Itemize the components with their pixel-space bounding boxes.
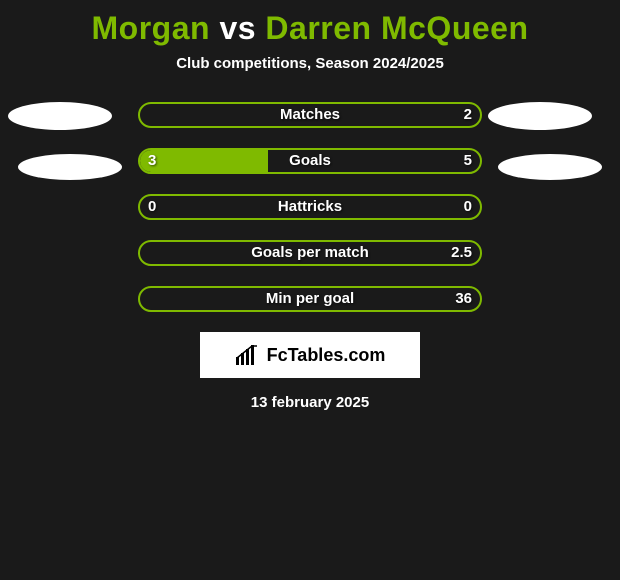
stat-value-right: 2 (464, 102, 472, 128)
player1-name: Morgan (92, 10, 211, 46)
bar-track (138, 240, 482, 266)
stat-row-goals: 3 Goals 5 (0, 148, 620, 174)
player2-name: Darren McQueen (265, 10, 528, 46)
stat-row-goals-per-match: Goals per match 2.5 (0, 240, 620, 266)
vs-text: vs (219, 10, 256, 46)
stat-value-right: 5 (464, 148, 472, 174)
brand-text: FcTables.com (267, 345, 386, 366)
subtitle: Club competitions, Season 2024/2025 (0, 55, 620, 72)
bar-track (138, 286, 482, 312)
brand-box: FcTables.com (200, 332, 420, 378)
stat-row-min-per-goal: Min per goal 36 (0, 286, 620, 312)
chart-area: Matches 2 3 Goals 5 0 Hattricks 0 (0, 102, 620, 312)
stat-value-right: 0 (464, 194, 472, 220)
page-title: Morgan vs Darren McQueen (0, 10, 620, 47)
bar-fill (140, 150, 268, 172)
bar-track (138, 148, 482, 174)
stat-value-right: 36 (455, 286, 472, 312)
comparison-infographic: Morgan vs Darren McQueen Club competitio… (0, 10, 620, 411)
stat-value-right: 2.5 (451, 240, 472, 266)
stat-value-left: 0 (148, 194, 156, 220)
stat-value-left: 3 (148, 148, 156, 174)
bar-track (138, 194, 482, 220)
stat-row-hattricks: 0 Hattricks 0 (0, 194, 620, 220)
date-text: 13 february 2025 (0, 394, 620, 411)
brand-chart-icon (235, 345, 261, 365)
bar-track (138, 102, 482, 128)
stat-row-matches: Matches 2 (0, 102, 620, 128)
